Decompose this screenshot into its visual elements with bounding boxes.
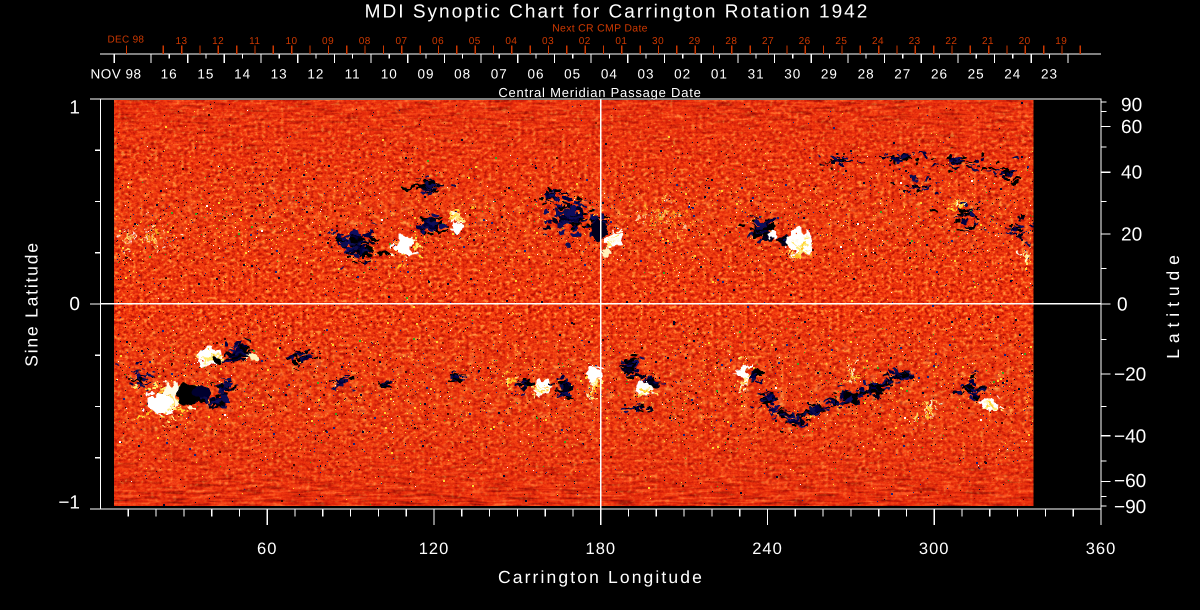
svg-text:120: 120 xyxy=(419,540,450,558)
svg-text:180: 180 xyxy=(586,540,617,558)
svg-text:300: 300 xyxy=(919,540,950,558)
svg-text:01: 01 xyxy=(615,36,627,47)
svg-text:40: 40 xyxy=(1121,163,1142,184)
svg-text:06: 06 xyxy=(527,67,544,82)
svg-text:08: 08 xyxy=(359,36,371,47)
svg-text:12: 12 xyxy=(307,67,324,82)
svg-text:25: 25 xyxy=(968,67,985,82)
svg-text:20: 20 xyxy=(1019,36,1031,47)
svg-text:13: 13 xyxy=(271,67,288,82)
svg-text:16: 16 xyxy=(161,67,178,82)
svg-text:90: 90 xyxy=(1121,95,1142,116)
svg-text:13: 13 xyxy=(175,36,187,47)
svg-text:26: 26 xyxy=(931,67,948,82)
svg-text:Central Meridian Passage Date: Central Meridian Passage Date xyxy=(498,85,701,100)
svg-text:25: 25 xyxy=(835,36,847,47)
svg-text:03: 03 xyxy=(637,67,654,82)
svg-text:−20: −20 xyxy=(1114,365,1146,386)
svg-text:Next CR CMP Date: Next CR CMP Date xyxy=(552,23,648,35)
svg-text:01: 01 xyxy=(711,67,728,82)
svg-text:23: 23 xyxy=(1041,67,1058,82)
svg-text:03: 03 xyxy=(542,36,554,47)
svg-text:02: 02 xyxy=(674,67,691,82)
svg-text:21: 21 xyxy=(982,36,994,47)
svg-text:14: 14 xyxy=(234,67,251,82)
svg-text:24: 24 xyxy=(872,36,884,47)
svg-text:08: 08 xyxy=(454,67,471,82)
svg-text:240: 240 xyxy=(752,540,783,558)
svg-text:31: 31 xyxy=(748,67,765,82)
svg-text:1: 1 xyxy=(69,98,80,119)
svg-text:10: 10 xyxy=(381,67,398,82)
svg-text:07: 07 xyxy=(491,67,508,82)
svg-text:22: 22 xyxy=(945,36,957,47)
svg-text:19: 19 xyxy=(1055,36,1067,47)
svg-text:06: 06 xyxy=(432,36,444,47)
svg-text:11: 11 xyxy=(249,36,260,47)
svg-text:29: 29 xyxy=(821,67,838,82)
svg-text:30: 30 xyxy=(652,36,664,47)
svg-text:0: 0 xyxy=(1117,295,1128,316)
svg-text:04: 04 xyxy=(505,36,517,47)
svg-text:0: 0 xyxy=(69,294,80,315)
svg-text:07: 07 xyxy=(395,36,407,47)
svg-text:Sine Latitude: Sine Latitude xyxy=(22,241,42,367)
svg-text:24: 24 xyxy=(1004,67,1021,82)
svg-text:27: 27 xyxy=(762,36,774,47)
svg-text:−90: −90 xyxy=(1114,497,1146,518)
svg-text:10: 10 xyxy=(285,36,297,47)
svg-text:MDI Synoptic Chart for Carring: MDI Synoptic Chart for Carrington Rotati… xyxy=(365,2,870,23)
svg-text:360: 360 xyxy=(1086,540,1117,558)
svg-text:DEC 98: DEC 98 xyxy=(107,35,144,46)
svg-text:15: 15 xyxy=(197,67,214,82)
svg-text:−1: −1 xyxy=(58,493,80,514)
svg-text:28: 28 xyxy=(725,36,737,47)
svg-text:60: 60 xyxy=(1121,117,1142,138)
svg-text:27: 27 xyxy=(894,67,911,82)
svg-text:20: 20 xyxy=(1121,224,1142,245)
svg-text:60: 60 xyxy=(257,540,277,558)
svg-text:23: 23 xyxy=(909,36,921,47)
svg-text:Latitude: Latitude xyxy=(1163,249,1183,358)
svg-text:05: 05 xyxy=(564,67,581,82)
svg-text:11: 11 xyxy=(345,67,361,82)
svg-text:09: 09 xyxy=(322,36,334,47)
svg-text:09: 09 xyxy=(417,67,434,82)
svg-text:26: 26 xyxy=(799,36,811,47)
svg-text:02: 02 xyxy=(579,36,591,47)
svg-text:−60: −60 xyxy=(1114,471,1146,492)
svg-text:12: 12 xyxy=(212,36,224,47)
svg-text:29: 29 xyxy=(689,36,701,47)
svg-text:28: 28 xyxy=(858,67,875,82)
svg-text:NOV 98: NOV 98 xyxy=(90,67,141,82)
svg-text:04: 04 xyxy=(601,67,618,82)
svg-text:05: 05 xyxy=(469,36,481,47)
svg-text:−40: −40 xyxy=(1114,426,1146,447)
svg-text:30: 30 xyxy=(784,67,801,82)
svg-text:Carrington Longitude: Carrington Longitude xyxy=(498,567,704,587)
